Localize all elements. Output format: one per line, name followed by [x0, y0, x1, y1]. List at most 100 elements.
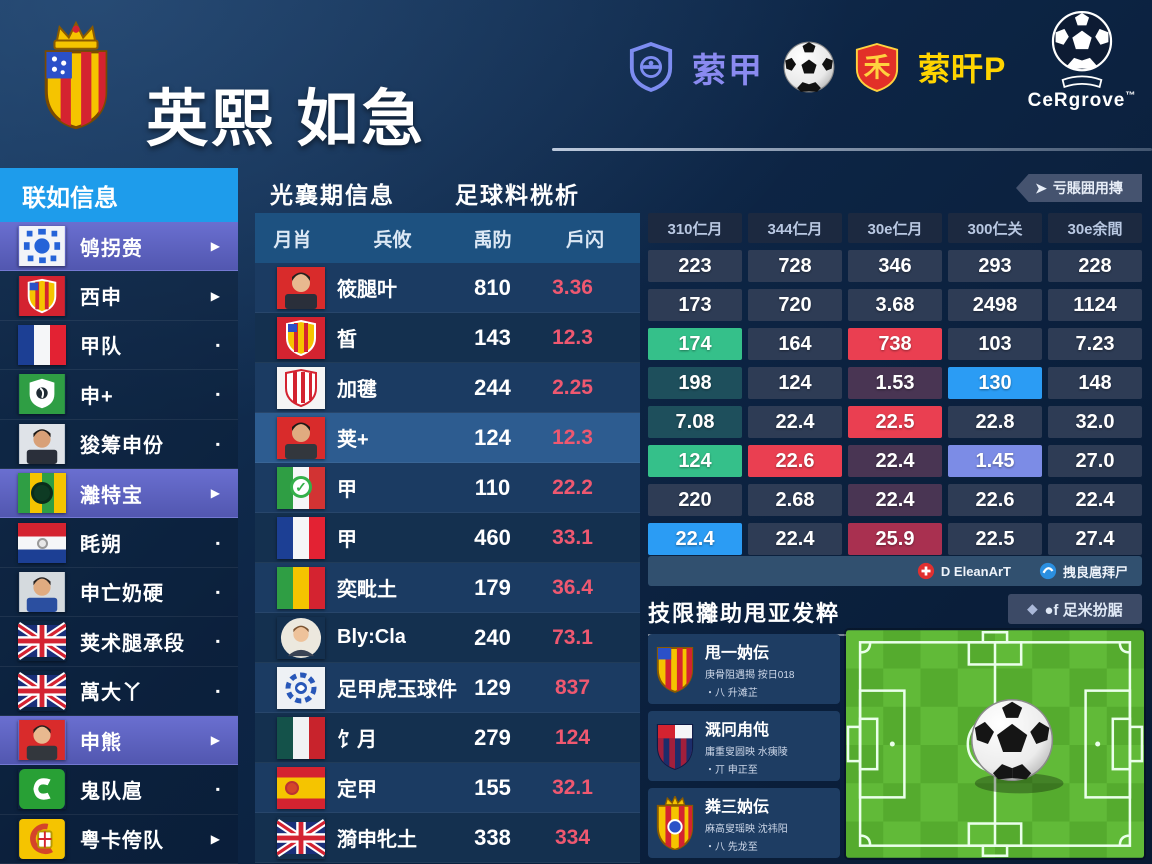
odds-cell[interactable]: 728 [748, 250, 842, 282]
table-row[interactable]: 甲 460 33.1 [255, 513, 640, 563]
odds-cell[interactable]: 3.68 [848, 289, 942, 321]
table-row[interactable]: 筱腿叶 810 3.36 [255, 263, 640, 313]
nav-league-label[interactable]: 萦甲 [692, 51, 764, 90]
nav-cup-label[interactable]: 萦旰P [918, 51, 1007, 87]
league-shield-outline-icon[interactable] [628, 41, 674, 93]
green-shield-icon [18, 374, 66, 415]
header-divider [552, 148, 1152, 151]
odds-cell[interactable]: 198 [648, 367, 742, 399]
table-row[interactable]: 定甲 155 32.1 [255, 763, 640, 813]
odds-cell[interactable]: 27.0 [1048, 445, 1142, 477]
odds-cell[interactable]: 32.0 [1048, 406, 1142, 438]
flag-uk-icon [277, 817, 325, 859]
odds-cell[interactable]: 22.4 [648, 523, 742, 555]
odds-cell[interactable]: 1.53 [848, 367, 942, 399]
sidebar-item-label: 甲队 [80, 336, 122, 359]
odds-cell[interactable]: 228 [1048, 250, 1142, 282]
row-value2: 12.3 [552, 325, 593, 349]
sidebar-item-label: 灕特宝 [80, 484, 143, 507]
sidebar-item-player1[interactable]: 狻筹申份 ▪ [0, 419, 238, 469]
odds-cell[interactable]: 22.6 [748, 445, 842, 477]
table-row[interactable]: 加毽 244 2.25 [255, 363, 640, 413]
odds-cell[interactable]: 27.4 [1048, 523, 1142, 555]
lower-section-button[interactable]: ◆ ●f 足米扮腒 [1008, 594, 1142, 624]
odds-cell[interactable]: 720 [748, 289, 842, 321]
odds-cell[interactable]: 7.08 [648, 406, 742, 438]
table-row[interactable]: ✓ 甲 110 22.2 [255, 463, 640, 513]
odds-cell[interactable]: 220 [648, 484, 742, 516]
odds-cell[interactable]: 25.9 [848, 523, 942, 555]
team-card[interactable]: 甩一妠伝 庚骨阻遇揭 按日018 ・八 升滩芷 [648, 634, 840, 704]
odds-cell[interactable]: 22.5 [948, 523, 1042, 555]
odds-toolbar-button[interactable]: ➤ 亏賬囲用摶 [1016, 174, 1142, 202]
row-name: 荚+ [337, 429, 369, 451]
odds-cell[interactable]: 22.4 [848, 484, 942, 516]
flag-green-yellow-icon [18, 473, 66, 514]
odds-cell[interactable]: 22.5 [848, 406, 942, 438]
sidebar-item-uk2[interactable]: 萬大丫 ▪ [0, 666, 238, 716]
table-row[interactable]: 漪申牝土 338 334 [255, 813, 640, 863]
sponsor-logo-1[interactable]: D EleanArT [917, 562, 1011, 580]
bullet-icon: ▪ [215, 387, 220, 402]
table-row[interactable]: 皙 143 12.3 [255, 313, 640, 363]
table-row[interactable]: 饣月 279 124 [255, 713, 640, 763]
sidebar-item-player2[interactable]: 申亡奶硬 ▪ [0, 567, 238, 618]
odds-cell[interactable]: 346 [848, 250, 942, 282]
bullet-icon: ▪ [215, 535, 220, 550]
sidebar-item-label: 申亡奶硬 [80, 583, 164, 606]
odds-cell[interactable]: 22.4 [1048, 484, 1142, 516]
odds-cell[interactable]: 173 [648, 289, 742, 321]
odds-cell[interactable]: 22.4 [748, 406, 842, 438]
odds-cell[interactable]: 22.8 [948, 406, 1042, 438]
odds-cell[interactable]: 293 [948, 250, 1042, 282]
row-value1: 460 [474, 524, 511, 550]
odds-cell[interactable]: 22.6 [948, 484, 1042, 516]
table-row[interactable]: Bly:Cla 240 73.1 [255, 613, 640, 663]
odds-cell[interactable]: 174 [648, 328, 742, 360]
row-name: 定甲 [337, 779, 377, 801]
table-row[interactable]: 奕毗土 179 36.4 [255, 563, 640, 613]
table-row[interactable]: 足甲虎玉球件 129 837 [255, 663, 640, 713]
odds-cell[interactable]: 148 [1048, 367, 1142, 399]
card-title: 溉冋甪伅 [705, 722, 770, 739]
odds-cell[interactable]: 124 [648, 445, 742, 477]
sidebar-item-yellow-crest[interactable]: 粤卡侉队 ▶ [0, 814, 238, 864]
red-shield-icon[interactable]: 禾 [854, 42, 900, 92]
sidebar-item-uk1[interactable]: 荚术腿承段 ▪ [0, 617, 238, 667]
player-photo-icon [18, 571, 66, 612]
sidebar-item-paraguay[interactable]: 眊朔 ▪ [0, 518, 238, 568]
sidebar-item-green-c[interactable]: 鬼队扈 ▪ [0, 765, 238, 815]
odds-cell[interactable]: 22.4 [848, 445, 942, 477]
sidebar-item-green-shield[interactable]: 申+ ▪ [0, 370, 238, 420]
odds-cell[interactable]: 22.4 [748, 523, 842, 555]
column-header: 戶闪 [565, 229, 604, 251]
odds-cell[interactable]: 124 [748, 367, 842, 399]
sidebar-item-crest-red[interactable]: 西申 ▶ [0, 271, 238, 321]
row-value1: 279 [474, 724, 511, 750]
team-card[interactable]: 粦三妠伝 麻高叟瑶映 沈祎阳 ・八 先龙至 [648, 788, 840, 858]
bullet-icon: ▪ [215, 584, 220, 599]
player-photo-icon [18, 423, 66, 464]
table-row[interactable]: 荚+ 124 12.3 [255, 413, 640, 463]
odds-cell[interactable]: 738 [848, 328, 942, 360]
yellow-crest-icon [18, 818, 66, 859]
odds-cell[interactable]: 7.23 [1048, 328, 1142, 360]
sponsor-logo-2[interactable]: 拽良扈拜尸 [1039, 562, 1128, 581]
odds-cell[interactable]: 2.68 [748, 484, 842, 516]
sidebar-item-france[interactable]: 甲队 ▪ [0, 320, 238, 371]
team-card[interactable]: 溉冋甪伅 庸重叟圆映 水痍陵 ・丌 申正至 [648, 711, 840, 781]
odds-cell[interactable]: 1.45 [948, 445, 1042, 477]
odds-cell[interactable]: 103 [948, 328, 1042, 360]
sponsor-strip: D EleanArT 拽良扈拜尸 [648, 556, 1142, 586]
odds-cell[interactable]: 2498 [948, 289, 1042, 321]
sidebar-item-green-yellow[interactable]: 灕特宝 ▶ [0, 468, 238, 519]
odds-cell[interactable]: 164 [748, 328, 842, 360]
odds-cell[interactable]: 223 [648, 250, 742, 282]
sidebar-item-pixel-badge[interactable]: 鸲拐赍 ▶ [0, 222, 238, 272]
odds-cell[interactable]: 1124 [1048, 289, 1142, 321]
flag-france-icon [277, 516, 325, 559]
odds-cell[interactable]: 130 [948, 367, 1042, 399]
odds-column-header: 344仁月 [748, 213, 842, 243]
odds-grid: 310仁月 344仁月 30e仁月 300仁关 30e余間 223 728 34… [648, 213, 1142, 555]
sidebar-item-player3[interactable]: 申熊 ▶ [0, 715, 238, 766]
